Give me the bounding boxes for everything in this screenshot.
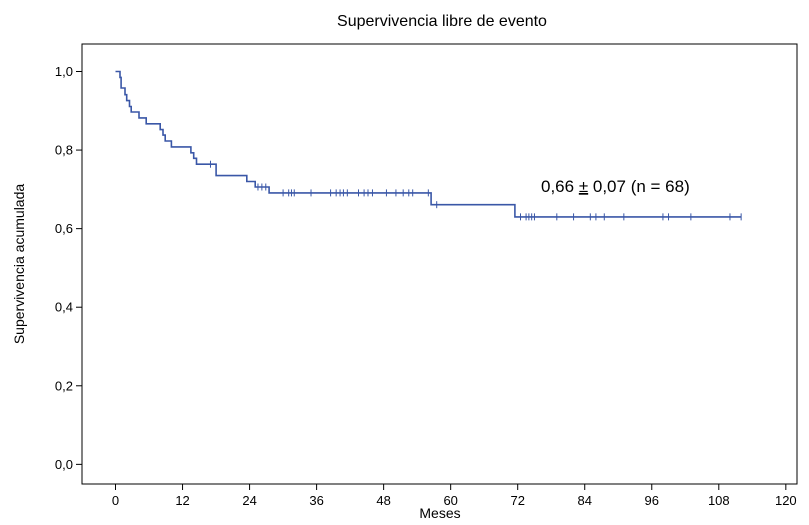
survival-annotation: 0,66 ± 0,07 (n = 68): [541, 177, 690, 196]
x-tick-label: 36: [309, 493, 323, 508]
chart-title: Supervivencia libre de evento: [337, 13, 547, 30]
censor-marks: [209, 160, 742, 221]
x-tick-label: 12: [175, 493, 189, 508]
x-tick-label: 120: [775, 493, 797, 508]
x-tick-label: 24: [242, 493, 256, 508]
x-tick-label: 108: [708, 493, 730, 508]
annotation-detail: 0,07 (n = 68): [588, 177, 690, 196]
x-tick-label: 72: [510, 493, 524, 508]
y-tick-label: 0,2: [55, 378, 73, 393]
annotation-estimate: 0,66: [541, 177, 579, 196]
annotation-plusminus: ±: [579, 177, 588, 196]
x-tick-label: 84: [578, 493, 592, 508]
x-tick-label: 0: [112, 493, 119, 508]
y-tick-label: 0,4: [55, 300, 73, 315]
x-tick-label: 96: [645, 493, 659, 508]
x-tick-label: 60: [443, 493, 457, 508]
x-axis-label: Meses: [419, 505, 460, 521]
x-axis: 0 12 24 36 48 60 72 84 96 108 120: [112, 484, 797, 508]
y-tick-label: 0,0: [55, 457, 73, 472]
survival-curve: [115, 70, 742, 218]
y-tick-label: 0,8: [55, 143, 73, 158]
y-axis: 0,0 0,2 0,4 0,6 0,8 1,0: [55, 64, 82, 472]
y-tick-label: 1,0: [55, 64, 73, 79]
plot-frame: [81, 43, 798, 485]
y-tick-label: 0,6: [55, 221, 73, 236]
y-axis-label: Supervivencia acumulada: [11, 184, 27, 345]
x-tick-label: 48: [376, 493, 390, 508]
